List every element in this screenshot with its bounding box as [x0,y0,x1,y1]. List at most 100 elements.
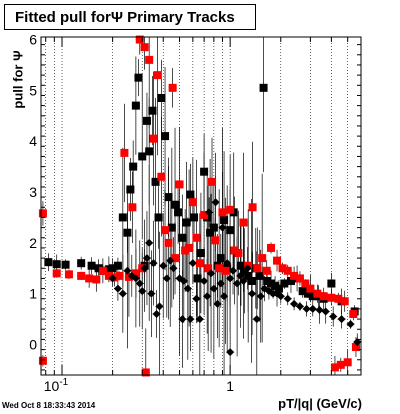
black-diamond-point [233,279,242,288]
red-square-point [267,243,276,252]
red-square-point [215,264,224,273]
black-square-point [113,261,122,270]
red-square-point [230,246,239,255]
black-square-point [154,213,163,222]
red-square-point [141,368,150,377]
red-square-point [140,43,149,52]
black-square-point [138,152,147,161]
black-square-point [196,249,205,258]
black-square-point [118,213,127,222]
black-diamond-point [178,315,187,324]
red-square-point [234,249,243,258]
black-square-point [148,106,157,115]
x-tick-label: 10-1 [44,377,69,394]
black-square-point [126,185,135,194]
black-square-point [52,260,61,269]
black-square-point [174,208,183,217]
red-square-point [336,360,345,369]
timestamp: Wed Oct 8 18:33:43 2014 [2,401,96,410]
red-square-point [77,271,86,280]
black-square-point [274,284,283,293]
red-square-point [175,180,184,189]
red-square-point [253,264,262,273]
red-square-point [85,274,94,283]
red-square-point [52,269,61,278]
black-diamond-point [138,287,147,296]
red-square-point [283,266,292,275]
black-diamond-point [207,269,216,278]
black-diamond-point [135,279,144,288]
black-square-point [267,279,276,288]
red-square-point [306,284,315,293]
black-square-point [142,116,151,125]
black-diamond-point [315,305,324,314]
black-diamond-point [140,264,149,273]
red-square-point [208,177,217,186]
black-diamond-point [131,274,140,283]
red-square-point [258,254,267,263]
black-diamond-point [223,259,232,268]
red-square-point [149,134,158,143]
black-diamond-point [155,302,164,311]
black-diamond-point [226,274,235,283]
red-square-point [92,275,101,284]
black-square-point [161,132,170,141]
red-square-point [313,289,322,298]
red-square-point [334,294,343,303]
y-tick-label: 5 [29,82,37,98]
black-diamond-point [321,307,330,316]
red-square-point [301,279,310,288]
black-square-point [190,213,199,222]
red-square-point [168,83,177,92]
red-square-point [195,259,204,268]
black-diamond-point [166,256,175,265]
red-square-point [340,297,349,306]
black-square-point [240,266,249,275]
black-diamond-point [248,289,257,298]
black-diamond-point [216,279,225,288]
black-diamond-point [295,302,304,311]
black-square-point [171,200,180,209]
x-axis-label: pT/|q| (GeV/c) [278,396,362,411]
black-diamond-point [179,276,188,285]
red-square-point [120,148,129,157]
black-diamond-point [186,315,195,324]
red-square-point [204,264,213,273]
y-axis-label: pull for Ψ [10,50,26,109]
black-diamond-point [211,198,220,207]
red-square-point [188,198,197,207]
red-square-point [330,363,339,372]
red-square-point [128,203,137,212]
plot-frame [40,36,362,376]
black-diamond-point [243,264,252,273]
black-square-point [145,147,154,156]
chart-title: Fitted pull forΨ Primary Tracks [15,9,235,26]
red-square-point [171,254,180,263]
black-square-point [131,101,140,110]
black-diamond-point [169,264,178,273]
red-square-point [153,71,162,80]
black-diamond-point [203,292,212,301]
black-diamond-point [329,312,338,321]
black-square-point [151,177,160,186]
black-square-point [61,260,70,269]
black-square-point [303,289,312,298]
black-diamond-point [337,315,346,324]
black-square-point [157,93,166,102]
black-square-point [178,233,187,242]
black-diamond-point [192,294,201,303]
y-tick-label: 6 [29,32,37,48]
y-tick-label: 4 [29,133,37,149]
black-square-point [216,254,225,263]
red-square-point [164,238,173,247]
red-square-point [185,243,194,252]
black-square-point [167,223,176,232]
red-square-point [131,269,140,278]
black-diamond-point [220,292,229,301]
black-square-point [286,276,295,285]
black-square-point [247,276,256,285]
black-square-point [123,228,132,237]
y-tick-label: 0 [29,337,37,353]
black-square-point [255,271,264,280]
